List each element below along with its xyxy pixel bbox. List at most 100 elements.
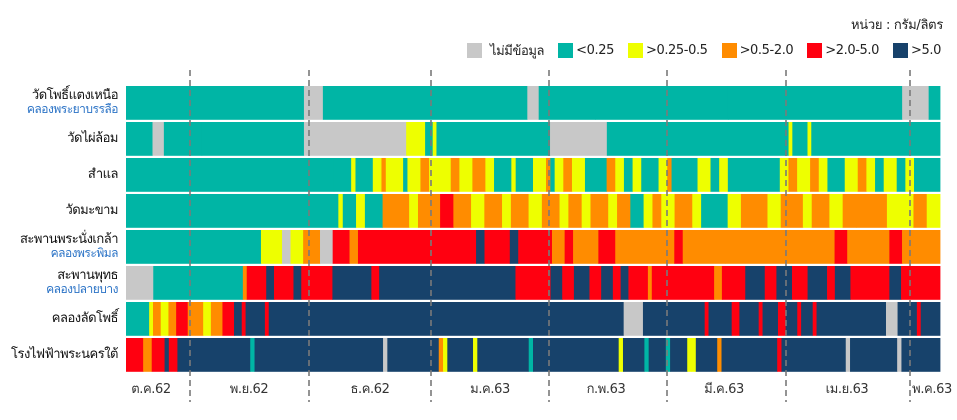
heatmap-cell xyxy=(818,158,828,192)
heatmap-cell xyxy=(550,158,556,192)
heatmap-cell xyxy=(573,266,590,300)
heatmap-row xyxy=(126,158,941,192)
heatmap-cell xyxy=(758,302,763,336)
heatmap-cell xyxy=(762,302,779,336)
heatmap-cell xyxy=(812,302,817,336)
heatmap-cell xyxy=(407,158,421,192)
heatmap-cell xyxy=(149,302,154,336)
heatmap-cell xyxy=(850,338,898,372)
heatmap-cell xyxy=(472,158,486,192)
heatmap-cell xyxy=(620,266,629,300)
heatmap-cell xyxy=(652,194,662,228)
heatmap-cell xyxy=(356,194,366,228)
heatmap-cell xyxy=(608,194,618,228)
row-label-canal: คลองปลายบาง xyxy=(46,282,118,296)
heatmap-cell xyxy=(788,122,793,156)
heatmap-cell xyxy=(845,338,851,372)
heatmap-cell xyxy=(589,266,602,300)
heatmap-cell xyxy=(511,158,517,192)
row-label-canal: คลองพระพิมล xyxy=(50,246,119,260)
heatmap-row xyxy=(126,338,941,372)
heatmap-cell xyxy=(810,158,820,192)
heatmap-cell xyxy=(834,230,848,264)
row-label: โรงไฟฟ้าพระนครใต้ xyxy=(0,347,118,362)
heatmap-cell xyxy=(811,194,830,228)
heatmap-cell xyxy=(792,122,808,156)
heatmap-cell xyxy=(781,338,847,372)
heatmap-cell xyxy=(126,122,153,156)
heatmap-cell xyxy=(731,302,740,336)
heatmap-cell xyxy=(126,266,154,300)
heatmap-cell xyxy=(471,194,485,228)
heatmap-cell xyxy=(827,266,836,300)
heatmap-cell xyxy=(623,302,644,336)
heatmap-cell xyxy=(477,338,530,372)
heatmap-cell xyxy=(901,338,941,372)
heatmap-cell xyxy=(554,158,564,192)
heatmap-cell xyxy=(844,158,859,192)
x-tick-label: ธ.ค.62 xyxy=(350,382,389,397)
heatmap-cell xyxy=(550,122,608,156)
heatmap-cell xyxy=(268,302,625,336)
heatmap-cell xyxy=(528,194,543,228)
heatmap-cell xyxy=(902,86,930,120)
heatmap-cell xyxy=(290,230,304,264)
heatmap-cell xyxy=(855,194,888,228)
heatmap-cell xyxy=(584,158,608,192)
heatmap-cell xyxy=(372,158,382,192)
heatmap-cell xyxy=(642,302,706,336)
row-label-station: คลองลัดโพธิ์ xyxy=(51,311,119,326)
heatmap-cell xyxy=(777,338,782,372)
heatmap-cell xyxy=(382,194,410,228)
heatmap-cell xyxy=(623,158,633,192)
heatmap-cell xyxy=(381,158,387,192)
heatmap-cell xyxy=(473,338,478,372)
heatmap-cell xyxy=(612,266,622,300)
heatmap-cell xyxy=(301,266,333,300)
heatmap-cell xyxy=(883,158,898,192)
heatmap-cell xyxy=(708,302,733,336)
heatmap-row xyxy=(126,302,941,336)
heatmap-cell xyxy=(250,338,255,372)
heatmap-cell xyxy=(293,266,302,300)
heatmap-cell xyxy=(571,158,586,192)
legend-swatch xyxy=(467,43,482,58)
heatmap-cell xyxy=(484,230,511,264)
heatmap-cell xyxy=(644,338,650,372)
heatmap-cell xyxy=(559,194,569,228)
heatmap-cell xyxy=(674,194,693,228)
heatmap-cell xyxy=(671,158,698,192)
heatmap-cell xyxy=(322,86,528,120)
legend-item-0-5-2-0: >0.5-2.0 xyxy=(721,43,794,58)
legend-label: >0.25-0.5 xyxy=(645,43,708,58)
heatmap-cell xyxy=(622,338,645,372)
heatmap-cell xyxy=(246,266,267,300)
heatmap-cell xyxy=(802,194,813,228)
heatmap-cell xyxy=(383,338,388,372)
heatmap-cell xyxy=(485,158,495,192)
heatmap-cell xyxy=(190,338,251,372)
heatmap-cell xyxy=(914,158,941,192)
legend-item-lt-0-25: <0.25 xyxy=(558,43,614,58)
heatmap-cell xyxy=(902,230,941,264)
heatmap-cell xyxy=(564,230,574,264)
heatmap-cell xyxy=(615,158,625,192)
heatmap-cell xyxy=(210,302,223,336)
heatmap-cell xyxy=(274,266,294,300)
heatmap-cell xyxy=(682,230,726,264)
heatmap-row xyxy=(126,86,941,120)
heatmap-cell xyxy=(515,266,551,300)
heatmap-cell xyxy=(153,302,162,336)
heatmap-cell xyxy=(453,194,472,228)
heatmap-cell xyxy=(443,338,448,372)
heatmap-cell xyxy=(163,122,203,156)
heatmap-cell xyxy=(615,230,675,264)
heatmap-cell xyxy=(533,158,547,192)
heatmap-cell xyxy=(168,302,177,336)
heatmap-cell xyxy=(528,338,534,372)
heatmap-cell xyxy=(425,122,434,156)
row-label-station: สะพานพุทธ xyxy=(57,268,118,283)
heatmap-cell xyxy=(151,338,165,372)
heatmap-cell xyxy=(875,158,885,192)
heatmap-cell xyxy=(727,194,742,228)
